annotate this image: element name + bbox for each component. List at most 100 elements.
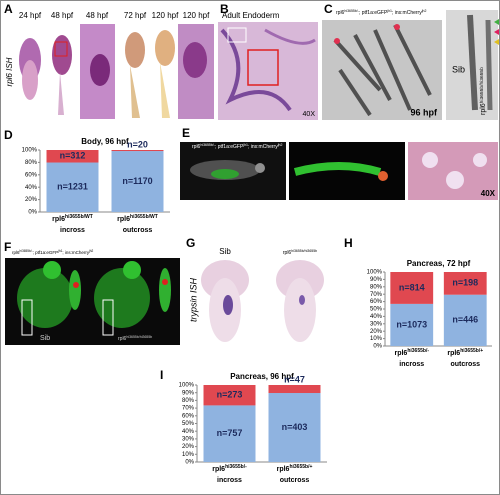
bar-segment	[46, 150, 99, 163]
sib-label: Sib	[219, 247, 231, 256]
sib-label: Sib	[452, 64, 465, 74]
text-segment: hi3655b/hi3655b	[479, 67, 485, 103]
panel-letter: I	[160, 368, 163, 382]
gene: rpl6	[212, 466, 225, 473]
y-tick-label: 100%	[179, 383, 195, 389]
y-tick-label: 90%	[182, 390, 195, 396]
bar-segment	[46, 162, 99, 212]
panel-c-image	[322, 10, 499, 120]
bar-segment	[203, 385, 256, 406]
text-segment: jh2	[421, 9, 427, 13]
y-tick-label: 50%	[182, 421, 195, 427]
bar-segment	[268, 385, 321, 394]
stage-label: 24 hpf	[19, 11, 42, 20]
n-label: n=757	[217, 428, 243, 438]
n-label: n=20	[127, 139, 148, 149]
magnification: 40X	[303, 111, 316, 118]
panel-letter: B	[220, 2, 229, 16]
text-segment: ; ins:mCherry	[248, 144, 278, 150]
text-segment: rpl6	[12, 250, 20, 255]
bar-segment	[111, 150, 164, 152]
x-tick-label: incross	[217, 477, 242, 484]
panel-letter: D	[4, 128, 13, 142]
n-label: n=198	[452, 278, 478, 288]
y-tick-label: 0%	[185, 460, 194, 466]
y-tick-label: 80%	[182, 398, 195, 404]
y-tick-label: 60%	[25, 172, 38, 178]
y-tick-label: 70%	[182, 406, 195, 412]
bar-segment	[443, 294, 487, 346]
n-label: n=446	[452, 315, 478, 325]
panel-letter: C	[324, 2, 333, 16]
y-tick-label: 100%	[367, 270, 383, 276]
text-segment: ; ptf1a:eGFP	[359, 10, 388, 16]
y-tick-label: 10%	[182, 452, 195, 458]
y-tick-label: 60%	[370, 299, 383, 305]
stage-label: 96 hpf	[410, 107, 438, 117]
stage-label: 120 hpf	[183, 11, 210, 20]
text-segment: jh2	[277, 143, 283, 147]
text-segment: jh1	[242, 143, 248, 147]
y-tick-label: 20%	[370, 329, 383, 335]
y-tick-label: 40%	[25, 185, 38, 191]
panel-f-image	[5, 258, 180, 345]
allele: hi3655b/+	[289, 464, 312, 470]
text-segment: jh2	[88, 249, 93, 253]
genotype-label: rpl6hi3655b/+	[447, 348, 483, 357]
n-label: n=273	[217, 390, 243, 400]
allele: hi3655b/WT	[65, 214, 93, 220]
panel-letter: G	[186, 236, 195, 250]
y-tick-label: 80%	[370, 284, 383, 290]
allele: hi3655b/-	[225, 464, 247, 470]
y-tick-label: 20%	[25, 197, 38, 203]
y-tick-label: 30%	[182, 436, 195, 442]
text-segment: rpl6	[283, 250, 292, 256]
y-tick-label: 90%	[370, 277, 383, 283]
text-segment: hi3655b/-	[344, 9, 359, 13]
text-segment: hi3655b/hi3655b	[126, 335, 152, 339]
panel-g-image	[201, 260, 324, 342]
n-label: n=814	[399, 282, 425, 292]
chart-title: Pancreas, 96 hpf	[230, 372, 294, 381]
n-label: n=1170	[122, 176, 152, 186]
side-label: rpl6 ISH	[5, 57, 14, 86]
text-segment: ; ptf1a:eGFP	[33, 250, 59, 255]
y-tick-label: 0%	[373, 344, 382, 350]
text-segment: ; ins:mCherry	[392, 10, 422, 16]
n-label: n=1231	[57, 182, 88, 192]
y-tick-label: 50%	[370, 307, 383, 313]
x-tick-label: outcross	[280, 477, 310, 484]
y-tick-label: 40%	[370, 314, 383, 320]
gene: rpl6	[447, 350, 460, 357]
text-segment: hi3655b/hi3655b	[291, 249, 317, 253]
stage-label: 72 hpf	[124, 11, 147, 20]
y-tick-label: 0%	[28, 210, 37, 216]
panel-e-image	[180, 142, 498, 200]
genotype-label: rpl6hi3655b/WT	[52, 214, 93, 223]
bar-segment	[390, 272, 434, 304]
chart-title: Body, 96 hpf	[81, 137, 129, 146]
gene: rpl6	[117, 216, 130, 223]
side-label: trypsin ISH	[188, 277, 198, 322]
n-label: n=312	[60, 151, 86, 161]
text-segment: hi3655b/-	[200, 143, 215, 147]
bar-segment	[111, 151, 164, 212]
x-tick-label: incross	[60, 227, 85, 234]
text-segment: rpl6	[118, 336, 127, 342]
stage-label: 48 hpf	[86, 11, 109, 20]
text-segment: rpl6	[192, 144, 201, 150]
stage-label: 48 hpf	[51, 11, 74, 20]
text-segment: rpl6	[336, 10, 345, 16]
allele: hi3655b/-	[407, 348, 429, 354]
y-tick-label: 10%	[370, 336, 383, 342]
text-segment: rpl6	[480, 103, 487, 115]
text-segment: ; ins:mCherry	[62, 250, 90, 255]
y-tick-label: 20%	[182, 444, 195, 450]
chart-title: Pancreas, 72 hpf	[407, 259, 471, 268]
gene: rpl6	[394, 350, 407, 357]
y-tick-label: 70%	[370, 292, 383, 298]
panel-letter: A	[4, 2, 13, 16]
gene: rpl6	[277, 466, 290, 473]
